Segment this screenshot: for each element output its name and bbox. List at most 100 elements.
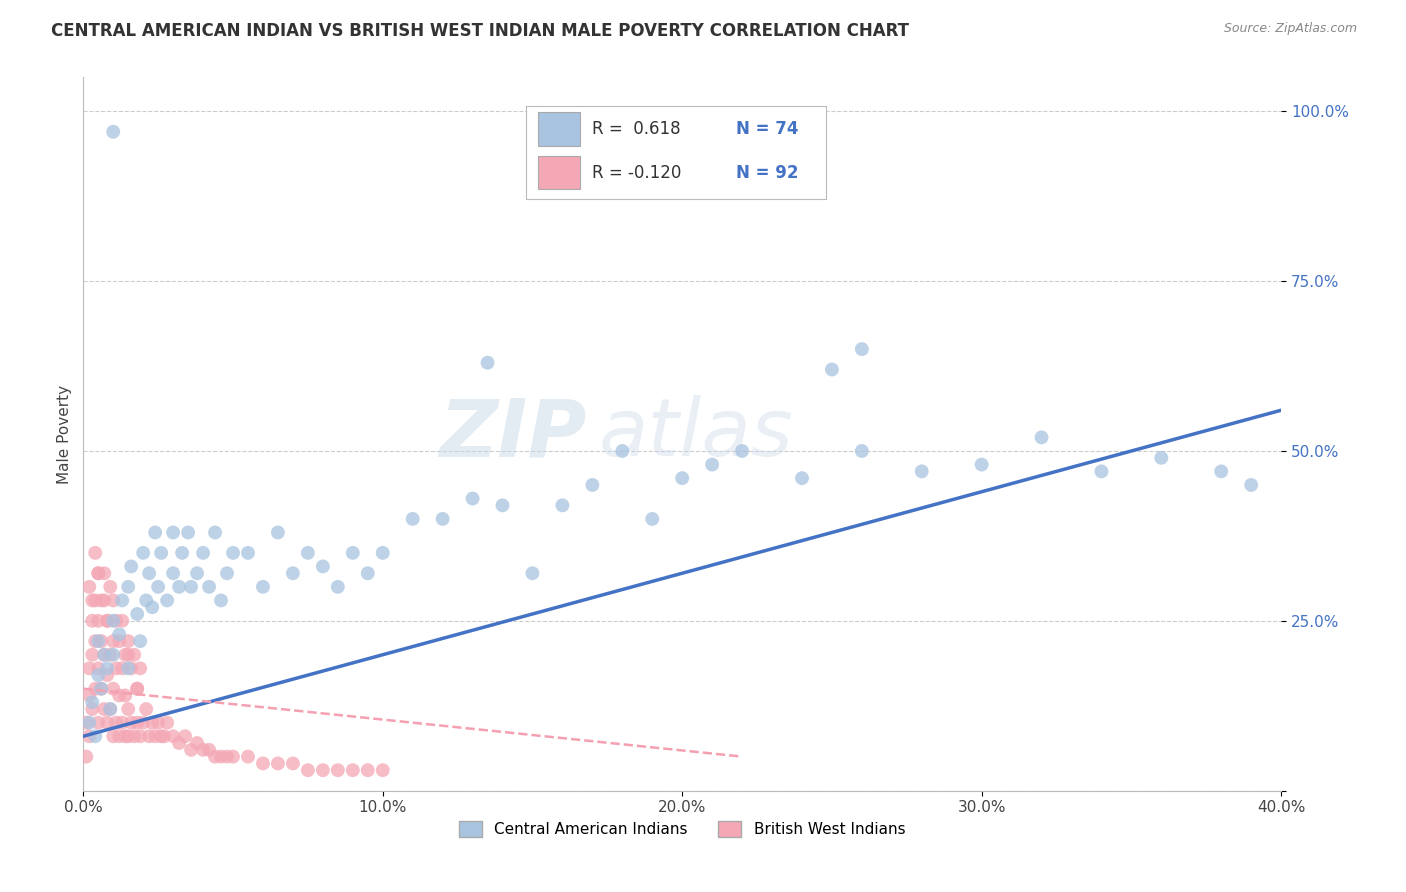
Point <box>129 634 152 648</box>
Point <box>105 614 128 628</box>
Point <box>156 593 179 607</box>
Point <box>132 546 155 560</box>
Point <box>342 546 364 560</box>
Point <box>204 749 226 764</box>
Point <box>135 593 157 607</box>
Point <box>267 756 290 771</box>
Point <box>281 566 304 581</box>
Point <box>127 681 149 696</box>
Point <box>120 559 142 574</box>
Point <box>108 729 131 743</box>
Point <box>851 342 873 356</box>
Point <box>77 729 100 743</box>
Point <box>156 715 179 730</box>
Point <box>114 689 136 703</box>
Point <box>96 668 118 682</box>
Point <box>87 661 110 675</box>
Point <box>180 580 202 594</box>
Point <box>236 749 259 764</box>
Point <box>162 729 184 743</box>
Point <box>312 763 335 777</box>
Point <box>87 715 110 730</box>
Point <box>135 702 157 716</box>
Point <box>103 593 125 607</box>
Point <box>90 593 112 607</box>
Point <box>402 512 425 526</box>
Point <box>477 356 499 370</box>
Point <box>90 681 112 696</box>
Point <box>143 729 166 743</box>
Point <box>122 648 145 662</box>
Point <box>150 546 173 560</box>
Point <box>551 499 574 513</box>
Point <box>174 729 197 743</box>
Point <box>84 729 107 743</box>
Point <box>103 125 125 139</box>
Point <box>191 743 214 757</box>
Point <box>98 580 121 594</box>
Point <box>167 580 190 594</box>
Point <box>96 614 118 628</box>
Point <box>1031 430 1053 444</box>
Point <box>82 614 104 628</box>
Point <box>172 546 194 560</box>
Point <box>127 681 149 696</box>
Point <box>93 648 115 662</box>
Point <box>108 689 131 703</box>
Point <box>641 512 664 526</box>
Point <box>93 593 115 607</box>
Point <box>120 715 142 730</box>
Point <box>491 499 513 513</box>
Point <box>114 729 136 743</box>
Point <box>108 634 131 648</box>
Point <box>204 525 226 540</box>
Point <box>84 681 107 696</box>
Point <box>77 715 100 730</box>
Point <box>129 661 152 675</box>
Point <box>84 634 107 648</box>
Point <box>702 458 724 472</box>
Point <box>1211 464 1233 478</box>
Point <box>198 743 221 757</box>
Point <box>215 749 238 764</box>
Point <box>252 580 274 594</box>
Point <box>82 695 104 709</box>
Point <box>297 546 319 560</box>
Point <box>162 566 184 581</box>
Point <box>432 512 454 526</box>
Point <box>122 729 145 743</box>
Point <box>111 593 134 607</box>
Point <box>180 743 202 757</box>
Point <box>103 681 125 696</box>
Point <box>671 471 693 485</box>
Point <box>326 763 349 777</box>
Point <box>96 614 118 628</box>
Point <box>581 478 603 492</box>
Point <box>790 471 813 485</box>
Point <box>209 749 232 764</box>
Point <box>222 546 245 560</box>
Point <box>108 627 131 641</box>
Point <box>77 661 100 675</box>
Point <box>75 715 97 730</box>
Point <box>342 763 364 777</box>
Point <box>297 763 319 777</box>
Point <box>209 593 232 607</box>
Legend: Central American Indians, British West Indians: Central American Indians, British West I… <box>453 815 911 844</box>
Point <box>731 444 754 458</box>
Point <box>186 566 208 581</box>
Point <box>111 661 134 675</box>
Point <box>236 546 259 560</box>
Point <box>1090 464 1112 478</box>
Point <box>103 648 125 662</box>
Point <box>98 648 121 662</box>
Point <box>129 729 152 743</box>
Point <box>153 729 176 743</box>
Point <box>75 749 97 764</box>
Point <box>186 736 208 750</box>
Point <box>111 715 134 730</box>
Point <box>103 729 125 743</box>
Point <box>117 580 139 594</box>
Point <box>98 702 121 716</box>
Point <box>326 580 349 594</box>
